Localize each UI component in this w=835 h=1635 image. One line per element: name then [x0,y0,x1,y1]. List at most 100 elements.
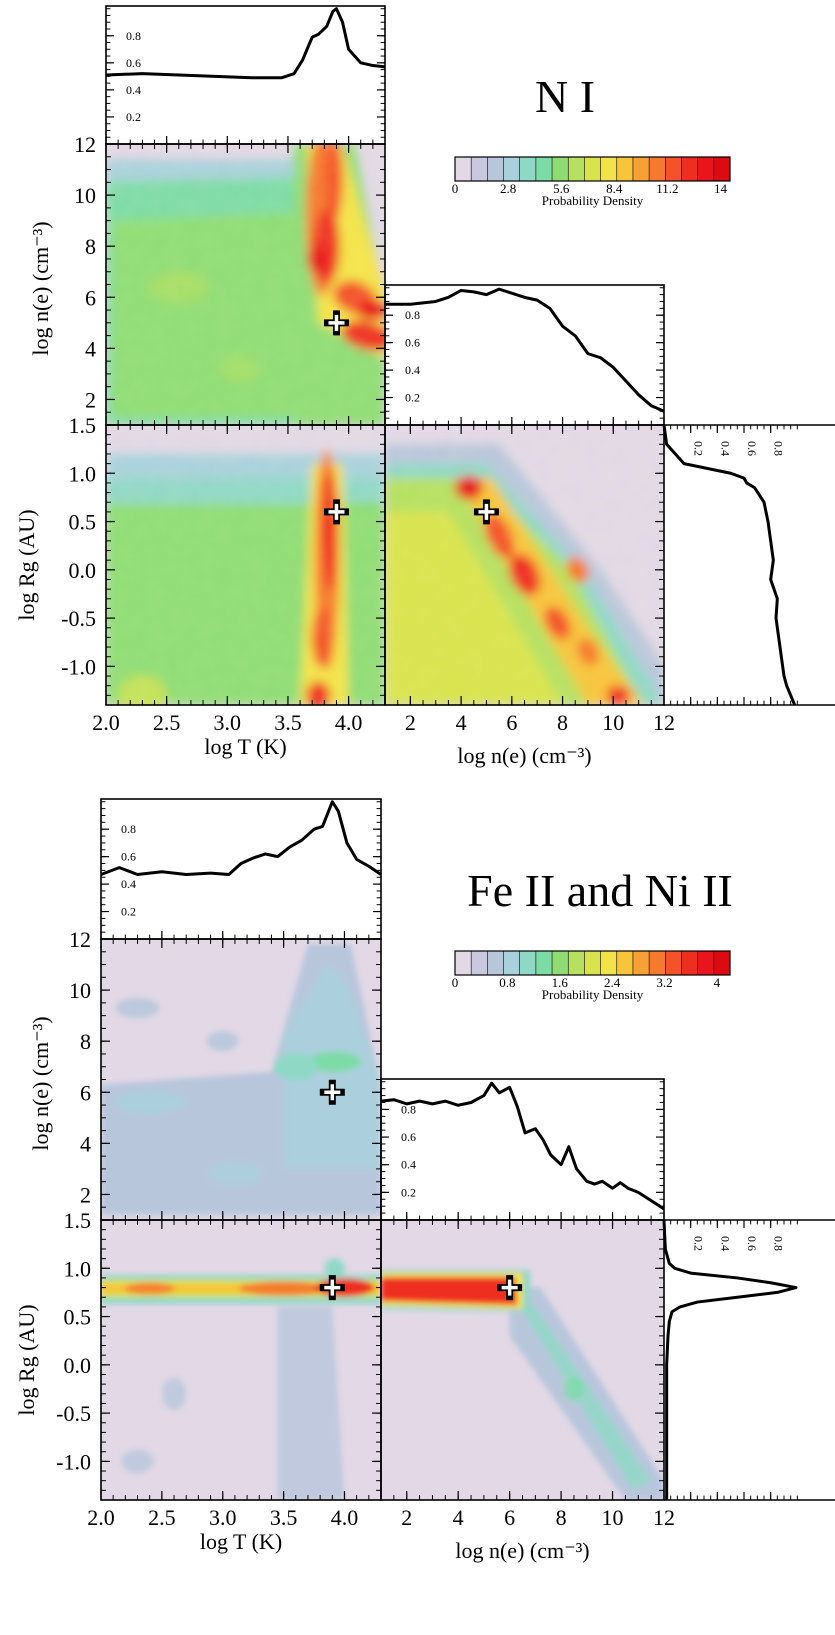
colorbar-swatch [665,157,682,181]
marginal-ne-tick-label: 0.6 [405,336,420,350]
logT-tick-label: 3.0 [214,710,242,735]
marginal-T-background [101,799,381,939]
colorbar-frame [454,950,731,976]
logRg-tick-label: -0.5 [56,1401,91,1426]
colorbar-swatch [568,157,585,181]
logT-tick-label: 2.5 [148,1505,176,1530]
colorbar-swatch [649,157,666,181]
colorbar-swatch [681,951,699,975]
marginal-rg-tick-label: 0.2 [692,441,706,456]
density-blob [162,1377,187,1410]
logT-axis-label: log T (K) [200,1529,282,1554]
colorbar [454,156,731,182]
best-fit-cross-fill [324,1084,341,1101]
panel-ne-vs-rg [381,1220,664,1500]
best-fit-marker-T-rg [319,1275,345,1301]
best-fit-cross-fill [328,314,345,331]
colorbar-swatch [697,951,715,975]
logNe-x-tick-label: 10 [602,710,624,735]
colorbar-swatch [455,157,472,181]
colorbar-swatch [535,951,553,975]
marginal-rg-tick-label: 0.2 [692,1236,706,1251]
density-blob [206,1031,239,1052]
density-texture [106,425,385,705]
colorbar-tick-label: 0 [452,181,459,196]
colorbar-frame [454,156,731,182]
logT-axis-label: log T (K) [204,734,286,759]
marginal-T-curve [100,800,382,876]
marginal-rg-curve [662,1219,798,1500]
logNe-x-axis-label: log n(e) (cm⁻³) [455,1538,589,1563]
logNe-x-tick-label: 2 [401,1505,412,1530]
logRg-tick-label: -0.5 [61,606,96,631]
logNe-x-tick-label: 12 [653,1505,675,1530]
logNe-y-tick-label: 2 [80,1182,91,1207]
logNe-x-tick-label: 4 [456,710,467,735]
colorbar-swatch [713,951,731,975]
best-fit-marker-T-ne [323,310,349,336]
colorbar-swatch [713,157,731,181]
marginal-rg-tick-label: 0.4 [718,441,732,456]
colorbar-swatch [503,157,521,181]
logT-tick-label: 3.5 [270,1505,298,1530]
chart-title: Fe II and Ni II [467,865,733,916]
marginal-T-tick-label: 0.2 [126,110,141,124]
logRg-tick-label: 0.5 [69,510,97,535]
panel-T-vs-ne [106,144,385,425]
colorbar-tick-label: 2.4 [604,975,621,990]
marginal-ne-tick-label: 0.4 [405,363,420,377]
marginal-rg-curve [662,424,797,706]
logT-tick-label: 2.0 [87,1505,115,1530]
colorbar-swatch [519,951,537,975]
colorbar-swatch [632,951,650,975]
logNe-y-axis-label: log n(e) (cm⁻³) [28,1016,53,1150]
colorbar-swatch [535,157,553,181]
logNe-y-tick-label: 4 [80,1131,91,1156]
marginal-rg-background [664,1220,835,1500]
logT-tick-label: 2.0 [92,710,120,735]
marginal-ne-background [385,285,664,425]
logRg-tick-label: 1.0 [64,1256,92,1281]
colorbar-swatch [665,951,682,975]
logNe-y-tick-label: 6 [85,285,96,310]
logT-tick-label: 3.5 [274,710,302,735]
colorbar-swatch [616,157,634,181]
logRg-tick-label: 0.5 [64,1305,92,1330]
colorbar-swatch [519,157,537,181]
marginal-T-tick-label: 0.4 [121,877,136,891]
density-layer [101,144,664,1500]
chart-title: N I [535,71,595,122]
logNe-x-tick-label: 4 [453,1505,464,1530]
panel-T-vs-ne [101,939,381,1220]
marginal-T-tick-label: 0.6 [121,850,136,864]
marginal-rg-tick-label: 0.4 [718,1236,732,1251]
colorbar-swatch [503,951,521,975]
logRg-tick-label: 0.0 [69,558,97,583]
marginal-ne-tick-label: 0.2 [405,391,420,405]
marginal-rg-tick-label: 0.8 [772,441,786,456]
marginal-ne-tick-label: 0.6 [401,1130,416,1144]
density-region [519,1306,652,1491]
logNe-y-tick-label: 6 [80,1080,91,1105]
marginal-ne-tick-label: 0.8 [401,1102,416,1116]
marginal-ne-background [381,1079,664,1220]
logNe-x-tick-label: 8 [557,710,568,735]
logNe-x-tick-label: 2 [405,710,416,735]
marginal-ne-tick-label: 0.8 [405,308,420,322]
logNe-x-tick-label: 10 [602,1505,624,1530]
logNe-y-tick-label: 10 [74,183,96,208]
colorbar-swatch [471,951,488,975]
text-layer: 0.8 0.6 0.4 0.2 0.8 0.6 0.4 0.2 0.8 0.6 0.4 0.2 2.0 2… [14,29,786,1563]
marginal-T-tick-label: 0.8 [126,29,141,43]
colorbar-tick-label: 0 [452,975,459,990]
colorbar-swatch [649,951,666,975]
colorbar-tick-label: 1.6 [552,975,569,990]
colorbar-swatch [552,157,569,181]
colorbar-swatch [487,157,504,181]
logNe-x-axis-label: log n(e) (cm⁻³) [457,743,591,768]
marginal-T-tick-label: 0.8 [121,822,136,836]
logRg-axis-label: log Rg (AU) [14,509,39,620]
density-blob [124,1282,175,1295]
density-blob [324,1258,345,1279]
colorbar-label: Probability Density [542,987,644,1002]
